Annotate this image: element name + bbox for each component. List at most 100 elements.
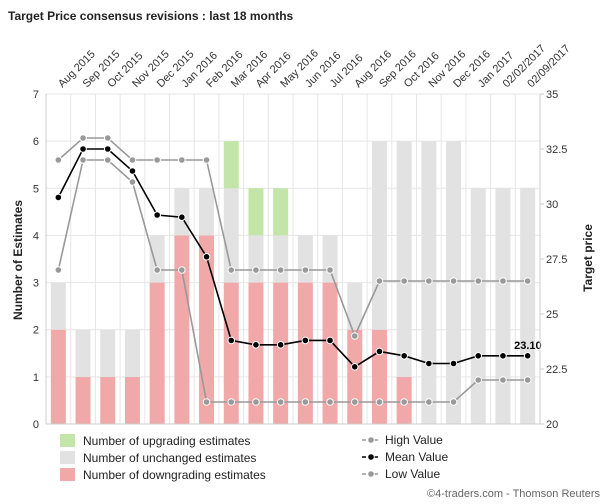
bar-downgrading xyxy=(248,282,264,424)
y-left-tick-label: 5 xyxy=(33,183,39,195)
bar-downgrading xyxy=(199,235,215,424)
high-value-point xyxy=(178,156,186,164)
chart-title: Target Price consensus revisions : last … xyxy=(8,9,294,23)
low-value-point xyxy=(79,156,87,164)
bar-unchanged xyxy=(199,188,215,236)
low-value-point xyxy=(425,398,433,406)
bar-unchanged xyxy=(223,188,239,283)
legend-label: High Value xyxy=(385,433,443,447)
bar-unchanged xyxy=(273,235,289,283)
low-value-point xyxy=(153,266,161,274)
credit-text: ©4-traders.com - Thomson Reuters xyxy=(427,488,600,500)
y-right-label: Target price xyxy=(581,224,595,292)
high-value-line xyxy=(57,137,528,339)
mean-value-point xyxy=(499,352,507,360)
high-value-point xyxy=(449,277,458,285)
bar-downgrading xyxy=(297,282,313,424)
high-value-point xyxy=(128,156,137,164)
bar-unchanged xyxy=(396,141,412,377)
mean-value-point xyxy=(523,352,532,360)
bar-upgrading xyxy=(223,141,239,189)
low-value-point xyxy=(103,156,112,164)
bar-unchanged xyxy=(174,188,190,236)
bar-unchanged xyxy=(520,188,536,424)
bar-downgrading xyxy=(50,329,66,424)
mean-value-point xyxy=(227,336,236,345)
legend-label: Low Value xyxy=(385,467,440,481)
bar-downgrading xyxy=(124,376,140,424)
bar-downgrading xyxy=(347,329,363,424)
y-right-tick-label: 27.5 xyxy=(546,254,567,266)
y-left-label: Number of Estimates xyxy=(11,200,25,320)
mean-value-point xyxy=(79,145,87,153)
high-value-point xyxy=(153,156,161,164)
bar-unchanged xyxy=(124,329,140,377)
bar-downgrading xyxy=(174,235,190,424)
high-value-point xyxy=(54,156,63,164)
mean-value-point xyxy=(425,359,433,368)
high-value-point xyxy=(227,266,236,274)
bar-downgrading xyxy=(223,282,239,424)
legend-label: Number of unchanged estimates xyxy=(83,451,256,465)
legend-marker xyxy=(367,453,375,461)
bar-downgrading xyxy=(371,329,387,424)
high-value-point xyxy=(400,277,408,285)
bar-downgrading xyxy=(273,282,289,424)
mean-value-point xyxy=(449,359,458,368)
legend-swatch xyxy=(60,451,75,464)
y-left-tick-label: 3 xyxy=(33,278,39,290)
mean-value-point xyxy=(178,213,186,221)
mean-value-point xyxy=(301,336,310,345)
mean-value-point xyxy=(400,352,408,360)
high-value-point xyxy=(350,332,359,340)
high-value-point xyxy=(103,134,112,142)
mean-value-point xyxy=(153,211,161,219)
mean-value-point xyxy=(252,341,260,349)
low-value-point xyxy=(128,178,137,186)
legend-label: Number of downgrading estimates xyxy=(83,468,266,482)
mean-value-point xyxy=(54,193,63,202)
high-value-point xyxy=(375,277,384,285)
high-value-point xyxy=(202,156,211,164)
high-value-point xyxy=(252,266,260,274)
bar-upgrading xyxy=(248,188,264,236)
y-right-tick-label: 20 xyxy=(546,419,558,431)
legend-swatch xyxy=(60,468,75,481)
legend-marker xyxy=(367,470,375,478)
bar-downgrading xyxy=(149,282,165,424)
bar-downgrading xyxy=(100,376,116,424)
y-left-tick-label: 6 xyxy=(33,136,39,148)
low-value-point xyxy=(178,266,186,274)
bar-unchanged xyxy=(470,188,486,424)
low-value-line xyxy=(57,159,528,403)
y-left-tick-label: 0 xyxy=(33,419,39,431)
low-value-point xyxy=(375,398,384,406)
bar-unchanged xyxy=(149,235,165,283)
lines: 23.10 xyxy=(54,134,542,406)
legend-label: Mean Value xyxy=(385,450,448,464)
axes: 0 1 2 3 4 5 6 7 20 22.5 25 27.5 30 32.5 35 xyxy=(33,89,568,431)
bar-unchanged xyxy=(347,282,363,330)
grid xyxy=(45,93,541,425)
bar-unchanged xyxy=(371,141,387,330)
low-value-point xyxy=(227,398,236,406)
y-right-tick-label: 35 xyxy=(546,89,558,101)
legend: Number of upgrading estimates Number of u… xyxy=(60,433,448,482)
low-value-point xyxy=(449,398,458,406)
low-value-point xyxy=(474,376,483,384)
bar-downgrading xyxy=(322,282,338,424)
bar-unchanged xyxy=(50,282,66,330)
bar-unchanged xyxy=(75,329,91,377)
y-left-tick-label: 1 xyxy=(33,372,39,384)
low-value-point xyxy=(326,398,334,406)
bar-unchanged xyxy=(495,188,511,424)
mean-value-point xyxy=(128,167,137,175)
mean-value-line xyxy=(57,148,528,368)
high-value-point xyxy=(523,277,532,285)
high-value-point xyxy=(301,266,310,274)
mean-value-point xyxy=(474,352,483,360)
mean-value-point xyxy=(375,347,384,356)
data-label-last-mean: 23.10 xyxy=(514,340,542,352)
